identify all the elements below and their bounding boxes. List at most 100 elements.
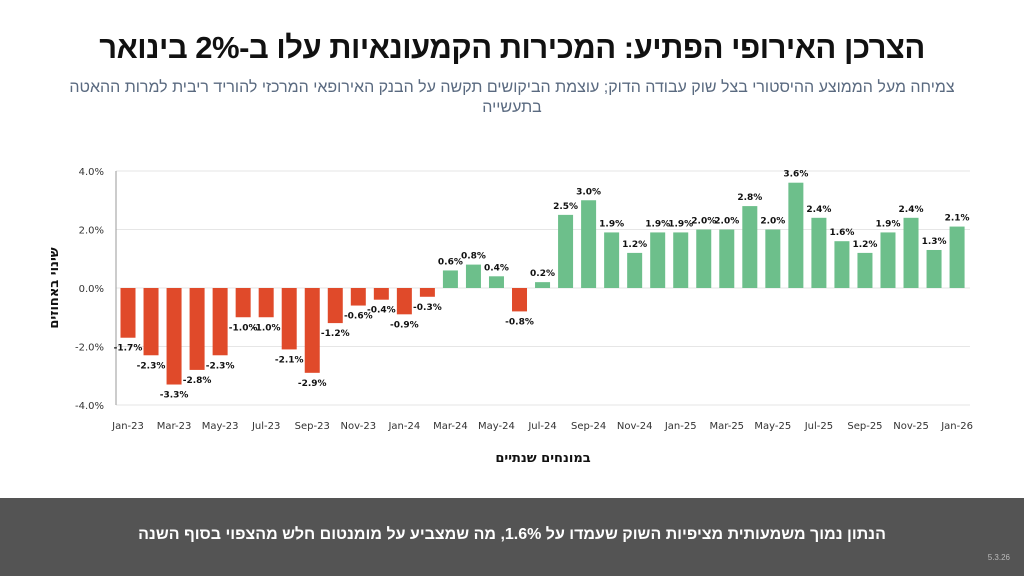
bar-Mar-24 [442,270,458,288]
x-tick-label: Jul-24 [527,421,556,432]
x-tick-label: Nov-25 [893,421,929,432]
bar-Apr-24 [465,264,481,288]
data-label: -1.0% [229,323,258,333]
x-tick-label: Mar-23 [157,421,192,432]
bar-Jan-23 [120,288,136,338]
bar-Sep-24 [581,200,597,288]
page-subtitle: צמיחה מעל הממוצע ההיסטורי בצל שוק עבודה … [69,79,955,116]
bar-Aug-23 [281,288,297,350]
y-tick-label: -4.0% [75,401,104,412]
bar-Jan-25 [673,232,689,288]
bar-Dec-25 [926,249,942,288]
bar-Oct-24 [604,232,620,288]
data-label: -0.9% [390,320,419,330]
x-axis-label: במונחים שנתיים [495,451,590,466]
x-tick-label: Mar-24 [433,421,468,432]
bar-Mar-23 [166,288,182,385]
data-labels: -1.7% -2.3% -3.3% -2.8% -2.3% -1.0%-1.0% -2.1%… [114,170,970,401]
data-label: -1.2% [321,329,350,339]
x-tick-label: Sep-24 [571,421,606,432]
y-tick-label: 0.0% [79,284,104,295]
x-tick-label: May-25 [754,421,791,432]
bar-May-25 [765,229,781,288]
x-tick-label: Jan-24 [387,421,420,432]
bar-Dec-23 [373,288,389,300]
x-tick-label: Jan-26 [940,421,973,432]
bar-Feb-23 [143,288,159,356]
x-tick-label: Jan-23 [111,421,144,432]
data-label: -1.7% [114,344,143,354]
x-tick-label: Nov-23 [341,421,377,432]
bar-Aug-25 [834,241,850,288]
data-label: 1.6% [829,228,854,238]
data-label: 1.2% [852,240,877,250]
data-label: 1.9% [668,219,693,229]
x-tick-label: Sep-23 [295,421,330,432]
x-tick-label: Jul-23 [251,421,280,432]
bar-Apr-23 [189,288,205,370]
bar-Aug-24 [558,214,574,288]
bar-Jul-23 [258,288,274,318]
data-label: -2.9% [298,379,327,389]
bar-Jan-26 [949,226,965,288]
x-axis-ticks: Jan-23 Mar-23 May-23 Jul-23 Sep-23 Nov-23 Jan-… [111,421,973,432]
data-label: 0.2% [530,269,555,279]
bar-Nov-25 [903,217,919,288]
bar-Jul-25 [811,217,827,288]
x-tick-label: Nov-24 [617,421,653,432]
data-label: 2.0% [760,217,785,227]
data-label: -2.8% [183,376,212,386]
bar-Jun-25 [788,182,804,288]
bar-May-24 [488,276,504,288]
data-label: 0.6% [438,257,463,267]
data-label: -0.3% [413,303,442,313]
bar-May-23 [212,288,228,356]
data-label: 2.0% [691,217,716,227]
x-tick-label: Jan-25 [664,421,697,432]
bar-Jun-24 [512,288,528,312]
bar-Oct-25 [880,232,896,288]
bar-Nov-24 [627,252,643,288]
data-label: 3.6% [783,170,808,180]
data-label: 2.0% [714,217,739,227]
data-label: 1.9% [599,219,624,229]
bar-Jan-24 [396,288,412,315]
data-label: -2.1% [275,355,304,365]
data-label: 3.0% [576,187,601,197]
data-label: 2.4% [899,205,924,215]
x-tick-label: Sep-25 [847,421,882,432]
bar-Feb-25 [696,229,712,288]
data-label: -3.3% [160,391,189,401]
retail-sales-bar-chart: 4.0% 2.0% 0.0% -2.0% -4.0% -1.7% -2.3% -3.3% -2… [47,167,973,466]
y-tick-label: 4.0% [79,167,104,178]
x-tick-label: May-23 [202,421,239,432]
data-label: 1.2% [622,240,647,250]
bar-Jun-23 [235,288,251,318]
y-axis-ticks: 4.0% 2.0% 0.0% -2.0% -4.0% [75,167,104,412]
footer-text: הנתון נמוך משמעותית מציפיות השוק שעמדו ע… [138,526,886,543]
footer-banner: הנתון נמוך משמעותית מציפיות השוק שעמדו ע… [0,498,1024,576]
data-label: 2.5% [553,202,578,212]
data-label: 2.4% [806,205,831,215]
bars [120,182,965,385]
data-label: -1.0% [252,323,281,333]
page-title: הצרכן האירופי הפתיע: המכירות הקמעונאיות … [99,30,925,65]
x-tick-label: May-24 [478,421,515,432]
data-label: 0.4% [484,263,509,273]
bar-Oct-23 [327,288,343,324]
data-label: 1.3% [922,237,947,247]
bar-Feb-24 [419,288,435,297]
y-axis-label: שינוי באחוזים [47,247,62,328]
data-label: 1.9% [876,219,901,229]
bar-Jul-24 [535,282,551,288]
bar-Apr-25 [742,206,758,288]
bar-Sep-25 [857,252,873,288]
data-label: 1.9% [645,219,670,229]
bar-Nov-23 [350,288,366,306]
data-label: 2.8% [737,193,762,203]
x-tick-label: Jul-25 [804,421,833,432]
data-label: -2.3% [206,361,235,371]
data-label: -2.3% [137,361,166,371]
data-label: 2.1% [945,214,970,224]
bar-Dec-24 [650,232,666,288]
